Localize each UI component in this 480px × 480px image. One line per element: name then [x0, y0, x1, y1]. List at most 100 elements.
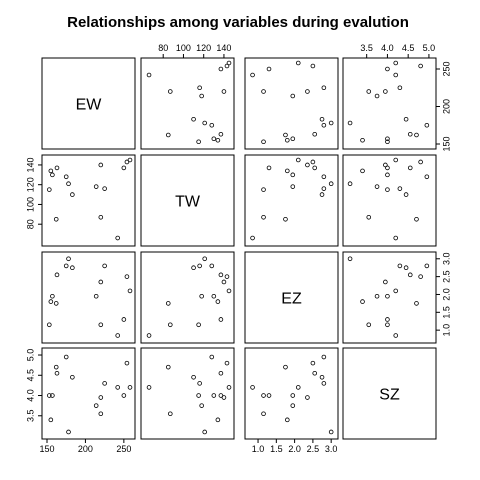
data-point [261, 393, 266, 398]
data-point [295, 385, 301, 390]
data-point [165, 132, 171, 138]
data-point [221, 279, 227, 285]
data-point [418, 159, 423, 165]
chart-title: Relationships among variables during eva… [67, 14, 409, 31]
data-point [199, 293, 204, 299]
data-point [48, 299, 54, 304]
data-point [70, 192, 75, 197]
panel-sz-tw [140, 347, 235, 440]
data-point [385, 139, 390, 145]
data-point [261, 89, 266, 94]
tick-label: 3.0 [325, 444, 338, 454]
data-point [283, 364, 288, 370]
tick-label: 4.5 [402, 43, 415, 53]
data-point [98, 322, 104, 328]
data-point [290, 136, 296, 142]
data-point [218, 317, 224, 322]
tick-label: 2.5 [441, 270, 451, 283]
data-point [397, 85, 403, 91]
panel-ez-ez: EZ [244, 251, 339, 344]
data-point [290, 393, 296, 398]
data-point [93, 184, 99, 189]
panel-ew-ez [244, 57, 339, 150]
panel-frame [342, 57, 437, 150]
tick-label: 250 [441, 61, 451, 76]
data-point [393, 60, 399, 66]
data-point [321, 354, 327, 360]
data-point [290, 93, 296, 99]
data-point [47, 393, 52, 398]
data-point [102, 381, 107, 386]
data-point [321, 85, 327, 91]
data-point [199, 403, 204, 408]
panel-frame [41, 347, 136, 440]
data-point [393, 333, 399, 338]
data-point [48, 417, 54, 423]
data-point [215, 417, 221, 423]
data-point [53, 301, 59, 306]
data-point [385, 136, 390, 142]
tick-label: 150 [39, 444, 54, 454]
data-point [211, 293, 217, 299]
panel-frame [41, 57, 136, 150]
data-point [199, 93, 204, 99]
data-point [414, 132, 419, 138]
panel-frame [41, 154, 136, 247]
data-point [321, 186, 327, 191]
data-point [305, 89, 310, 94]
tick-label: 5.0 [423, 43, 436, 53]
panel-sz-sz: SZ [342, 347, 437, 440]
data-point [366, 214, 372, 220]
data-point [124, 360, 130, 366]
data-point [360, 137, 365, 143]
diagonal-label-ez: EZ [281, 291, 302, 308]
tick-label: 2.0 [288, 444, 301, 454]
data-point [312, 131, 318, 137]
data-point [221, 89, 227, 94]
panel-ew-tw [140, 57, 235, 150]
data-point [383, 89, 388, 94]
diagonal-label-sz: SZ [379, 387, 400, 404]
y-axis-right-ew: 150 200 250 [436, 61, 451, 152]
data-point [310, 159, 316, 165]
tick-label: 200 [78, 444, 93, 454]
data-point [196, 393, 201, 398]
panel-frame [342, 251, 437, 344]
data-point [261, 187, 266, 192]
data-point [250, 72, 255, 78]
data-point [66, 256, 71, 262]
data-point [165, 301, 171, 306]
data-point [305, 162, 310, 168]
panel-frame [140, 251, 235, 344]
tick-label: 80 [25, 219, 35, 229]
data-point [385, 187, 390, 192]
tick-label: 100 [176, 43, 191, 53]
data-point [261, 214, 266, 220]
data-point [50, 293, 55, 299]
data-point [167, 89, 173, 94]
data-point [393, 157, 399, 163]
tick-label: 1.5 [441, 306, 451, 319]
data-point [98, 279, 104, 285]
data-point [414, 216, 419, 222]
data-point [383, 279, 388, 285]
data-point [393, 72, 399, 78]
panel-ez-ew [41, 251, 136, 344]
data-point [414, 301, 419, 306]
tick-label: 120 [196, 43, 211, 53]
data-point [197, 85, 202, 91]
data-point [209, 354, 215, 360]
data-point [403, 265, 409, 271]
data-point [191, 374, 196, 380]
data-point [197, 381, 202, 386]
data-point [290, 172, 296, 178]
data-point [211, 136, 217, 142]
panel-frame [41, 251, 136, 344]
tick-label: 140 [25, 157, 35, 172]
data-point [385, 293, 390, 299]
data-point [407, 165, 413, 171]
data-point [283, 216, 288, 222]
data-point [250, 385, 255, 390]
data-point [397, 186, 403, 191]
